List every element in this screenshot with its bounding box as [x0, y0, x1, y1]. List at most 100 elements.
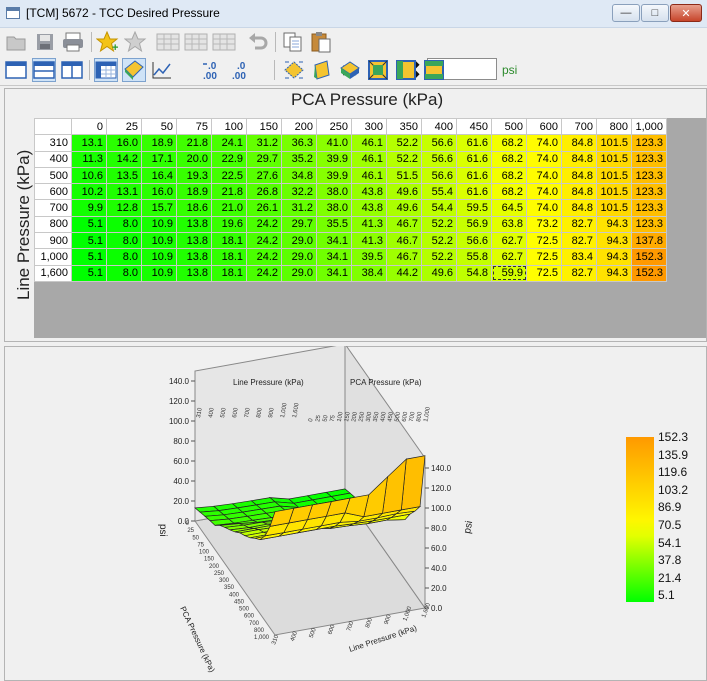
table-cell[interactable]: 19.6: [211, 215, 247, 234]
table-cell[interactable]: 8.0: [106, 215, 142, 234]
table-cell[interactable]: 101.5: [596, 134, 632, 152]
layout-single-icon[interactable]: [4, 58, 28, 82]
table-cell[interactable]: 16.0: [141, 183, 177, 201]
decimal-decrease-icon[interactable]: .0.00: [231, 58, 255, 82]
row-header[interactable]: 400: [34, 150, 72, 168]
column-header[interactable]: 400: [421, 117, 457, 136]
close-button[interactable]: ✕: [670, 4, 702, 22]
table-cell[interactable]: 17.1: [141, 150, 177, 168]
table-cell[interactable]: 15.7: [141, 199, 177, 217]
table-cell[interactable]: 56.6: [421, 150, 457, 168]
column-header[interactable]: 0: [71, 117, 107, 136]
table-cell[interactable]: 21.0: [211, 199, 247, 217]
table-cell[interactable]: 54.4: [421, 199, 457, 217]
column-header[interactable]: 450: [456, 117, 492, 136]
table-cell[interactable]: 27.6: [246, 166, 282, 185]
table-cell[interactable]: 52.2: [421, 248, 457, 266]
table-cell[interactable]: 10.9: [141, 215, 177, 234]
table-cell[interactable]: 13.1: [71, 134, 107, 152]
table-cell[interactable]: 10.9: [141, 264, 177, 282]
table-cell[interactable]: 61.6: [456, 166, 492, 185]
graph-view-side-icon[interactable]: [394, 58, 418, 82]
table-cell[interactable]: 74.0: [526, 199, 562, 217]
table-fill-icon[interactable]: [184, 30, 208, 54]
table-cell[interactable]: 52.2: [421, 232, 457, 250]
table-cell[interactable]: 73.2: [526, 215, 562, 234]
surface-plot[interactable]: 0.0 0.0 20.0 20.0 40.0 40.0 60.0 60.0 80.0 80.0 10…: [0, 346, 707, 681]
table-cell[interactable]: 13.8: [176, 248, 212, 266]
column-header[interactable]: 50: [141, 117, 177, 136]
table-cell[interactable]: 31.2: [246, 134, 282, 152]
table-cell[interactable]: 72.5: [526, 248, 562, 266]
table-cell[interactable]: 13.5: [106, 166, 142, 185]
table-cell[interactable]: 29.7: [281, 215, 317, 234]
table-cell[interactable]: 34.1: [316, 232, 352, 250]
table-cell[interactable]: 29.0: [281, 248, 317, 266]
table-cell[interactable]: 61.6: [456, 183, 492, 201]
table-cell[interactable]: 72.5: [526, 264, 562, 282]
table-cell[interactable]: 24.2: [246, 232, 282, 250]
row-header[interactable]: 700: [34, 199, 72, 217]
table-cell[interactable]: 5.1: [71, 232, 107, 250]
table-cell[interactable]: 44.2: [386, 264, 422, 282]
undo-icon[interactable]: [246, 30, 270, 54]
column-header[interactable]: 150: [246, 117, 282, 136]
surface-view-icon[interactable]: [122, 58, 146, 82]
table-cell[interactable]: 24.2: [246, 248, 282, 266]
table-cell[interactable]: 137.8: [631, 232, 667, 250]
copy-icon[interactable]: [281, 30, 305, 54]
table-cell[interactable]: 13.8: [176, 215, 212, 234]
table-cell[interactable]: 68.2: [491, 150, 527, 168]
table-cell[interactable]: 123.3: [631, 183, 667, 201]
table-cell[interactable]: 56.6: [421, 134, 457, 152]
row-header[interactable]: 600: [34, 183, 72, 201]
table-cell[interactable]: 74.0: [526, 183, 562, 201]
table-cell[interactable]: 46.1: [351, 134, 387, 152]
table-cell[interactable]: 49.6: [386, 199, 422, 217]
table-cell[interactable]: 19.3: [176, 166, 212, 185]
table-cell[interactable]: 35.5: [316, 215, 352, 234]
table-cell[interactable]: 5.1: [71, 215, 107, 234]
add-favorite-icon[interactable]: +: [96, 30, 120, 54]
row-header[interactable]: 1,600: [34, 264, 72, 282]
table-cell[interactable]: 68.2: [491, 166, 527, 185]
table-cell[interactable]: 46.1: [351, 150, 387, 168]
table-cell[interactable]: 82.7: [561, 232, 597, 250]
column-header[interactable]: 700: [561, 117, 597, 136]
table-cell[interactable]: 18.1: [211, 264, 247, 282]
table-cell[interactable]: 55.8: [456, 248, 492, 266]
table-cell[interactable]: 46.1: [351, 166, 387, 185]
table-cell[interactable]: 62.7: [491, 232, 527, 250]
table-cell[interactable]: 43.8: [351, 183, 387, 201]
row-header[interactable]: 500: [34, 166, 72, 185]
graph-view-iso-icon[interactable]: [338, 58, 362, 82]
table-cell[interactable]: 84.8: [561, 199, 597, 217]
table-cell[interactable]: 8.0: [106, 232, 142, 250]
table-cell[interactable]: 123.3: [631, 150, 667, 168]
row-header[interactable]: 310: [34, 134, 72, 152]
table-cell[interactable]: 94.3: [596, 232, 632, 250]
table-cell[interactable]: 49.6: [421, 264, 457, 282]
table-cell[interactable]: 18.9: [141, 134, 177, 152]
table-cell[interactable]: 36.3: [281, 134, 317, 152]
column-header[interactable]: 200: [281, 117, 317, 136]
table-cell[interactable]: 123.3: [631, 199, 667, 217]
table-cell[interactable]: 8.0: [106, 248, 142, 266]
table-cell[interactable]: 52.2: [386, 134, 422, 152]
table-insert-icon[interactable]: [156, 30, 180, 54]
table-cell[interactable]: 38.0: [316, 199, 352, 217]
table-cell[interactable]: 49.6: [386, 183, 422, 201]
table-cell[interactable]: 41.3: [351, 232, 387, 250]
column-header[interactable]: 1,000: [631, 117, 667, 136]
layout-split-horizontal-icon[interactable]: [32, 58, 56, 82]
table-cell[interactable]: 29.0: [281, 264, 317, 282]
table-cell[interactable]: 51.5: [386, 166, 422, 185]
column-header[interactable]: 350: [386, 117, 422, 136]
table-cell[interactable]: 34.1: [316, 248, 352, 266]
table-cell[interactable]: 12.8: [106, 199, 142, 217]
table-cell[interactable]: 84.8: [561, 150, 597, 168]
layout-split-vertical-icon[interactable]: [60, 58, 84, 82]
table-cell[interactable]: 9.9: [71, 199, 107, 217]
table-cell[interactable]: 16.4: [141, 166, 177, 185]
table-cell[interactable]: 123.3: [631, 215, 667, 234]
